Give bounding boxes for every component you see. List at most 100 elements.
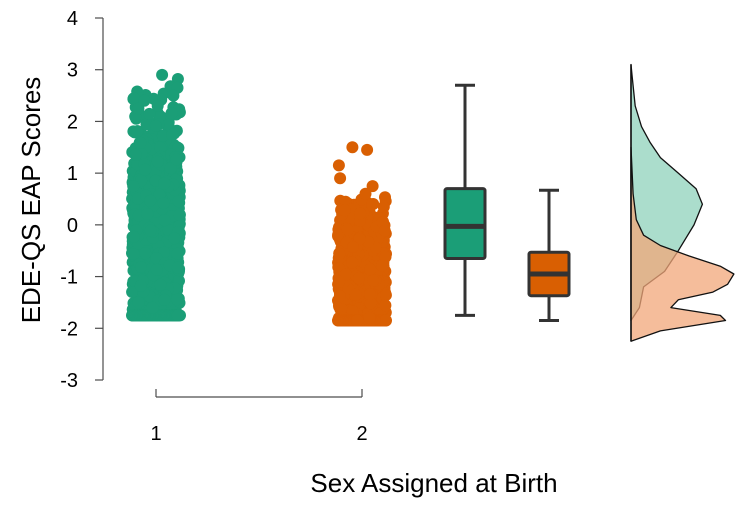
data-point — [341, 223, 354, 236]
data-point — [144, 224, 157, 237]
x-axis-label: Sex Assigned at Birth — [310, 468, 557, 498]
data-point — [171, 247, 184, 260]
data-point — [171, 309, 184, 322]
box-iqr — [443, 187, 487, 260]
data-point — [134, 279, 147, 292]
data-point — [127, 180, 140, 193]
data-point — [139, 247, 152, 260]
data-point — [132, 102, 145, 115]
data-point — [139, 163, 152, 176]
data-point — [154, 141, 167, 154]
data-point — [143, 107, 156, 120]
data-point — [132, 296, 145, 309]
data-point — [351, 314, 364, 327]
data-point — [167, 89, 180, 102]
data-point — [166, 128, 179, 141]
y-axis-label: EDE-QS EAP Scores — [16, 77, 46, 324]
data-point — [364, 263, 377, 276]
data-point — [154, 278, 167, 291]
data-point — [129, 148, 142, 161]
data-point — [157, 197, 170, 210]
data-point — [366, 180, 379, 193]
y-tick-label: 4 — [67, 8, 78, 30]
data-point — [141, 208, 154, 220]
data-point — [131, 125, 144, 138]
data-point — [376, 259, 389, 272]
data-point — [134, 136, 147, 149]
data-point — [151, 155, 164, 168]
data-point — [149, 119, 162, 132]
data-point — [158, 214, 171, 227]
y-tick-label: 1 — [67, 163, 78, 185]
data-point — [354, 207, 367, 220]
data-point — [135, 261, 147, 273]
data-point — [379, 289, 392, 302]
data-point — [173, 208, 186, 221]
y-axis: -3 -2 -1 0 1 2 3 4 EDE-QS EAP Scores — [16, 8, 104, 392]
data-point — [165, 107, 178, 120]
y-ticks: -3 -2 -1 0 1 2 3 4 — [60, 8, 103, 392]
data-point — [164, 162, 177, 175]
data-point — [127, 92, 140, 105]
data-point — [150, 252, 163, 265]
boxplot-2 — [527, 188, 571, 323]
data-point — [346, 305, 359, 318]
data-point — [364, 288, 376, 301]
data-point — [151, 99, 164, 112]
data-point — [170, 153, 183, 166]
data-point — [346, 256, 359, 269]
data-point — [334, 172, 347, 185]
data-point — [126, 286, 139, 298]
data-point — [332, 159, 345, 172]
data-point — [333, 290, 346, 303]
density-cloud-2 — [630, 146, 735, 342]
y-tick-label: -2 — [60, 318, 78, 340]
data-point — [347, 241, 359, 253]
data-point — [377, 200, 390, 213]
data-point — [168, 232, 181, 245]
data-point — [158, 293, 171, 306]
y-tick-label: 2 — [67, 111, 78, 133]
data-point — [349, 288, 362, 301]
y-tick-label: 0 — [67, 215, 78, 237]
data-point — [333, 247, 346, 260]
data-point — [353, 233, 366, 246]
point-group-2 — [332, 141, 392, 327]
data-point — [146, 301, 159, 314]
data-point — [150, 263, 163, 276]
data-point — [378, 224, 391, 237]
data-point — [156, 130, 169, 142]
data-point — [352, 272, 365, 285]
data-point — [380, 314, 392, 327]
data-point — [144, 194, 157, 207]
data-point — [363, 311, 376, 324]
data-point — [346, 141, 359, 154]
x-tick-label: 2 — [356, 423, 367, 445]
y-tick-label: -3 — [60, 370, 78, 392]
data-point — [156, 68, 169, 81]
point-group-1 — [126, 68, 186, 322]
boxplots — [443, 83, 571, 323]
y-tick-label: 3 — [67, 60, 78, 82]
data-point — [332, 228, 345, 241]
x-tick-label: 1 — [150, 423, 161, 445]
data-point — [379, 250, 392, 263]
data-point — [172, 195, 185, 208]
data-point — [333, 275, 346, 288]
data-point — [171, 261, 184, 274]
data-point — [379, 299, 392, 312]
data-point — [127, 230, 140, 243]
density-clouds — [630, 63, 735, 342]
data-point — [171, 293, 184, 306]
data-point — [140, 118, 153, 131]
data-point — [127, 248, 140, 260]
data-point — [171, 73, 184, 85]
y-tick-label: -1 — [60, 267, 78, 289]
boxplot-1 — [443, 83, 487, 317]
jitter-points — [126, 68, 392, 327]
data-point — [359, 187, 372, 200]
